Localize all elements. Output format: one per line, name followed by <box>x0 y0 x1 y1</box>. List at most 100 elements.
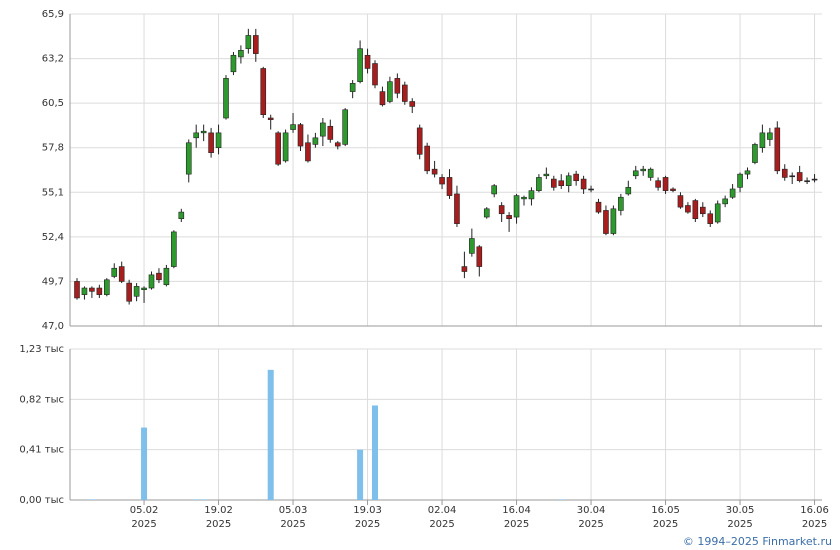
candle-body <box>81 287 88 295</box>
candle-body <box>126 282 132 302</box>
candle-body <box>133 286 140 297</box>
candle-body <box>774 127 781 172</box>
candle-body <box>349 83 356 92</box>
candle-body <box>342 109 349 145</box>
x-tick-label: 05.02 2025 <box>129 505 159 530</box>
y-tick-label: 55,1 <box>42 187 64 198</box>
candle-body <box>789 175 796 178</box>
candle-body <box>506 215 512 219</box>
candle-body <box>401 84 408 102</box>
candle-body <box>647 168 654 178</box>
volume-bar <box>558 499 565 500</box>
candle-body <box>193 132 199 139</box>
y-tick-label: 0,00 тыс <box>19 495 64 506</box>
candle-body <box>781 168 788 178</box>
footer: © 1994–2025 Finmarket.ru <box>682 535 832 548</box>
candle-body <box>677 195 684 208</box>
candle-body <box>588 188 594 191</box>
candle-body <box>744 170 751 175</box>
candle-body <box>394 78 401 94</box>
candle-body <box>275 132 281 165</box>
candle-body <box>655 180 661 188</box>
y-tick-label: 0,82 тыс <box>19 394 64 405</box>
candle-body <box>767 132 773 140</box>
y-tick-label: 47,0 <box>42 321 64 332</box>
candle-body <box>640 168 647 172</box>
candle-body <box>215 132 222 149</box>
candle-body <box>118 266 125 282</box>
candle-body <box>267 117 274 120</box>
candle-body <box>550 178 557 188</box>
candle-body <box>752 144 758 163</box>
candle-body <box>245 35 252 49</box>
candle-body <box>796 172 803 182</box>
candle-body <box>163 267 170 286</box>
candle-body <box>461 266 468 272</box>
x-tick-label: 16.06 2025 <box>800 505 829 530</box>
candle-body <box>111 267 118 277</box>
x-tick-label: 19.03 2025 <box>353 505 382 530</box>
candle-body <box>185 142 192 175</box>
candle-body <box>200 130 207 134</box>
candle-body <box>96 287 103 295</box>
candle-body <box>558 180 565 186</box>
candle-body <box>290 124 296 130</box>
candle-body <box>692 200 699 219</box>
candle-body <box>208 132 214 153</box>
candle-body <box>424 145 430 172</box>
candle-body <box>580 178 587 190</box>
y-tick-label: 0,41 тыс <box>19 445 64 456</box>
candle-body <box>483 208 490 218</box>
candle-body <box>260 68 267 115</box>
candle-body <box>513 195 520 218</box>
candle-body <box>573 173 579 182</box>
candle-body <box>469 238 475 254</box>
candle-body <box>446 177 453 196</box>
candle-body <box>282 132 289 162</box>
candle-body <box>305 142 311 162</box>
candle-body <box>171 231 177 267</box>
candle-body <box>536 177 542 191</box>
candle-body <box>632 170 639 177</box>
candle-body <box>603 210 609 234</box>
candle-body <box>707 213 714 224</box>
candle-body <box>595 201 602 213</box>
candle-body <box>565 175 572 186</box>
candle-body <box>528 190 535 200</box>
volume-bar <box>193 499 200 500</box>
candle-body <box>141 287 147 290</box>
candle-body <box>379 91 386 106</box>
candle-body <box>238 50 244 58</box>
y-tick-label: 60,5 <box>42 98 64 109</box>
candle-body <box>610 208 617 234</box>
x-tick-label: 30.05 2025 <box>725 505 755 530</box>
x-tick-label: 16.04 2025 <box>502 505 531 530</box>
candle-body <box>625 187 632 195</box>
candle-body <box>372 63 378 86</box>
candle-body <box>759 132 766 149</box>
candle-body <box>223 78 229 119</box>
x-tick-label: 05.03 2025 <box>278 505 308 530</box>
candle-body <box>498 205 505 215</box>
volume-bar <box>200 499 207 500</box>
candle-body <box>685 205 691 213</box>
y-tick-label: 63,2 <box>42 54 64 65</box>
candle-body <box>148 274 155 289</box>
x-tick-label: 16.05 2025 <box>651 505 680 530</box>
volume-bar <box>357 449 364 500</box>
candle-body <box>811 178 818 181</box>
candle-body <box>729 188 736 198</box>
candle-body <box>178 211 185 219</box>
candle-body <box>662 177 669 191</box>
y-tick-label: 65,9 <box>42 9 64 20</box>
candle-body <box>737 173 743 188</box>
candle-body <box>156 272 162 281</box>
candle-body <box>312 137 319 145</box>
candle-body <box>297 124 304 147</box>
candle-body <box>74 281 80 299</box>
y-tick-label: 52,4 <box>42 232 64 243</box>
candle-body <box>364 54 371 69</box>
candle-body <box>804 180 810 183</box>
candle-body <box>722 198 728 205</box>
